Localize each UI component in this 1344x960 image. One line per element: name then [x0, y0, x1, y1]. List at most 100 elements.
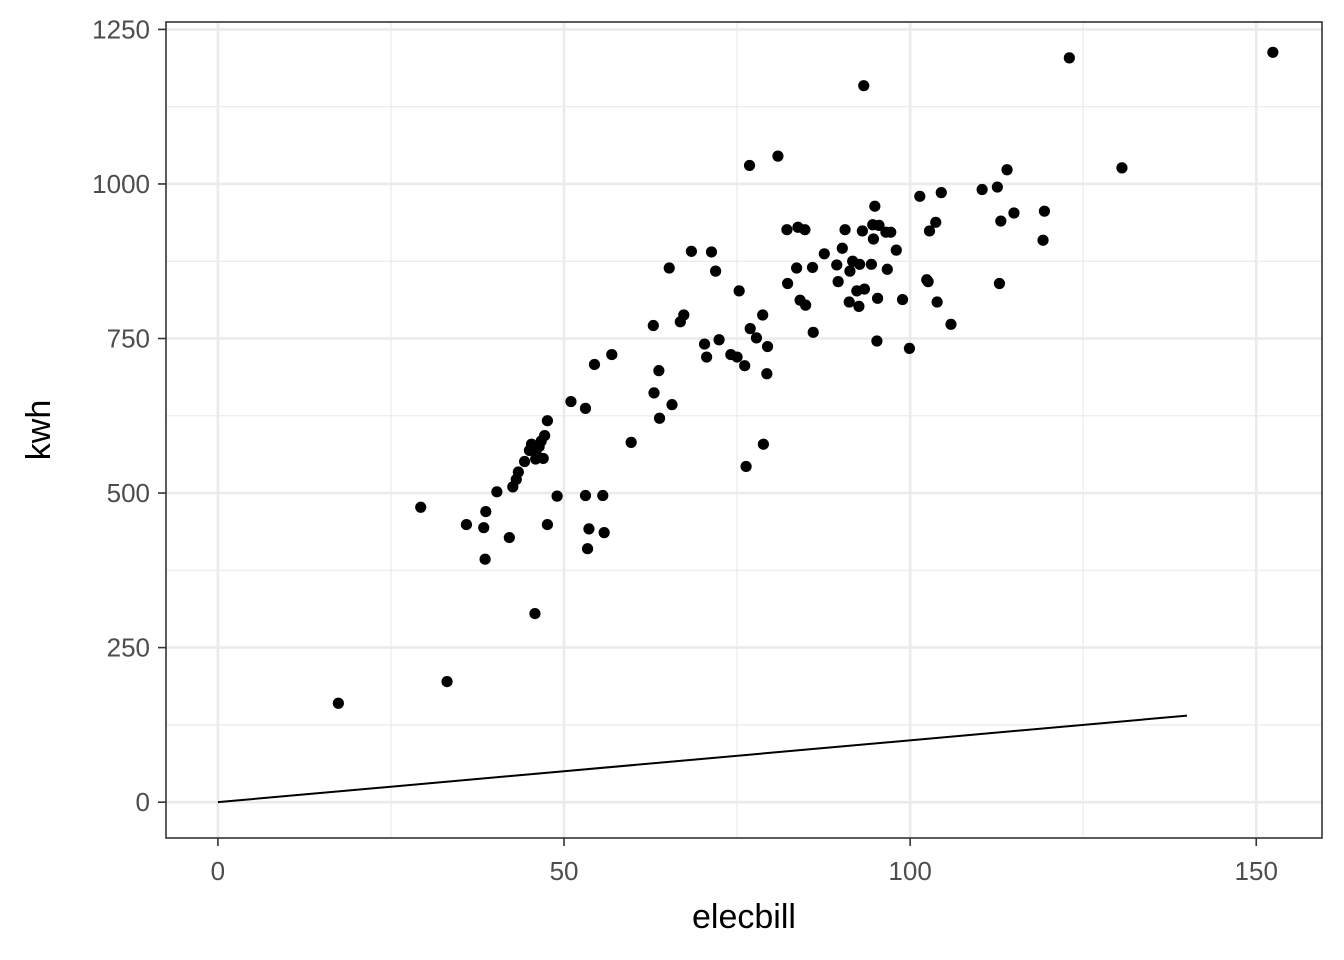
- data-point: [761, 368, 773, 380]
- x-axis-title: elecbill: [692, 898, 796, 936]
- data-point: [491, 486, 503, 498]
- data-point: [865, 258, 877, 270]
- data-point: [781, 224, 793, 236]
- data-point: [647, 319, 659, 332]
- major-gridlines: [166, 22, 1322, 838]
- plot-panel: [165, 21, 1323, 839]
- data-point: [648, 387, 660, 399]
- data-point: [541, 415, 554, 427]
- y-tick-label: 0: [136, 787, 150, 817]
- y-tick-label: 1250: [92, 14, 150, 44]
- data-point: [782, 277, 794, 290]
- data-point: [579, 489, 592, 502]
- data-point: [871, 292, 884, 304]
- minor-gridlines: [166, 22, 1322, 838]
- data-point: [598, 527, 610, 539]
- data-point: [945, 318, 957, 330]
- data-point: [757, 309, 769, 321]
- data-point: [512, 466, 524, 478]
- data-point: [836, 242, 848, 254]
- data-point: [460, 518, 473, 531]
- data-point: [885, 226, 897, 238]
- data-point: [537, 452, 549, 465]
- data-point: [606, 348, 618, 361]
- y-tick-label: 500: [107, 478, 150, 508]
- x-tick-label: 0: [211, 856, 225, 886]
- data-point: [731, 351, 743, 363]
- data-point: [551, 490, 563, 502]
- data-point: [541, 518, 554, 531]
- data-point: [858, 80, 870, 92]
- data-point: [791, 262, 803, 274]
- data-point: [923, 225, 936, 237]
- data-point: [739, 360, 751, 372]
- x-tick-label: 50: [550, 856, 579, 886]
- data-point: [993, 277, 1006, 290]
- data-point: [931, 296, 943, 308]
- data-point: [698, 338, 711, 350]
- data-marks: [217, 46, 1279, 804]
- data-point: [518, 455, 531, 468]
- data-point: [806, 261, 819, 274]
- data-point: [831, 259, 843, 271]
- data-point: [761, 340, 774, 353]
- data-point: [1038, 205, 1051, 217]
- data-point: [873, 219, 885, 231]
- data-point: [332, 697, 344, 709]
- data-point: [713, 334, 725, 346]
- data-point: [503, 531, 515, 544]
- data-point: [807, 326, 819, 338]
- data-point: [914, 190, 926, 202]
- data-point: [832, 276, 844, 288]
- y-tick-label: 250: [107, 633, 150, 663]
- x-tick-label: 150: [1235, 856, 1278, 886]
- data-point: [922, 276, 934, 288]
- data-point: [871, 335, 883, 347]
- data-point: [843, 296, 855, 308]
- data-point: [478, 522, 490, 534]
- data-point: [685, 245, 697, 257]
- panel-border: [165, 21, 1323, 839]
- data-point: [597, 489, 609, 502]
- data-point: [1116, 162, 1128, 174]
- data-point: [772, 150, 784, 162]
- data-point: [856, 225, 868, 237]
- data-point: [666, 399, 678, 411]
- data-point: [930, 216, 942, 228]
- data-point: [740, 460, 752, 473]
- data-point: [678, 309, 690, 321]
- data-point: [800, 299, 812, 311]
- data-point: [581, 543, 594, 555]
- y-tick-label: 1000: [92, 169, 150, 199]
- data-point: [744, 323, 756, 335]
- data-point: [588, 358, 601, 371]
- data-point: [583, 523, 595, 535]
- data-point: [1063, 52, 1075, 64]
- data-point: [881, 263, 893, 275]
- data-point: [896, 293, 909, 306]
- data-point: [839, 224, 851, 236]
- data-point: [818, 248, 830, 260]
- data-point: [854, 258, 866, 270]
- data-point: [757, 438, 769, 450]
- data-point: [743, 159, 756, 172]
- data-point: [479, 553, 491, 565]
- data-point: [1008, 207, 1020, 219]
- y-axis: 0 250 500 750 1000 1250: [92, 14, 166, 817]
- data-point: [653, 412, 666, 424]
- data-point: [995, 215, 1007, 227]
- data-point: [710, 265, 722, 277]
- data-point: [565, 395, 577, 408]
- x-tick-label: 100: [888, 856, 931, 886]
- data-point: [1001, 164, 1013, 176]
- data-point: [903, 342, 916, 354]
- data-point: [976, 183, 988, 196]
- x-axis: 0 50 100 150: [211, 838, 1278, 886]
- data-point: [733, 285, 745, 297]
- data-point: [858, 283, 871, 295]
- data-point: [705, 246, 718, 258]
- data-point: [1037, 234, 1049, 246]
- data-point: [935, 187, 947, 199]
- data-point: [415, 501, 427, 513]
